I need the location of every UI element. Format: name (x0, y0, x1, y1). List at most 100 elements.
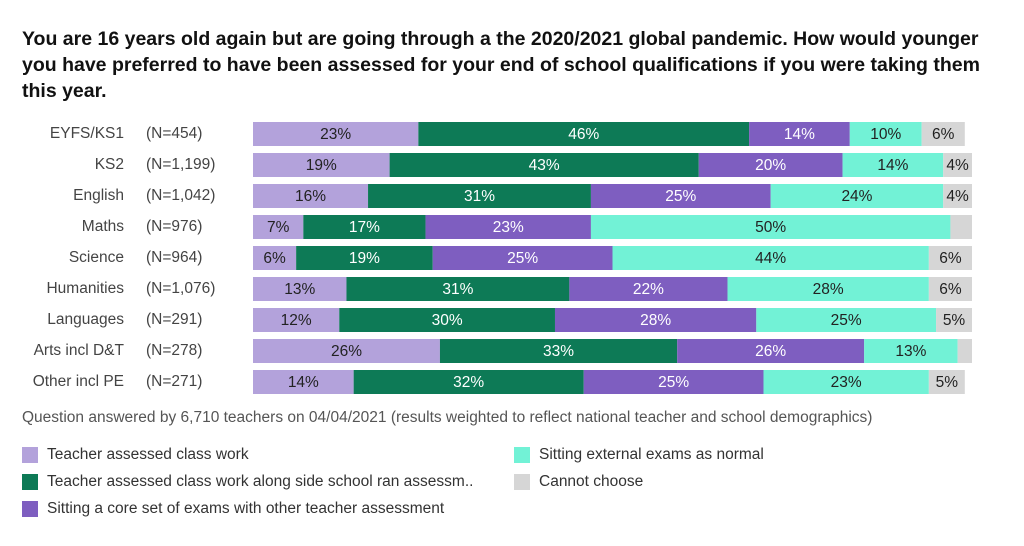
bar-segment (763, 370, 929, 394)
value-label: 10% (870, 126, 901, 143)
bar-segment (612, 246, 929, 270)
bar-segment (590, 184, 771, 208)
footnote: Question answered by 6,710 teachers on 0… (22, 409, 872, 426)
value-label: 50% (755, 219, 786, 236)
legend-label: Teacher assessed class work (47, 446, 249, 463)
bar-segment (943, 184, 972, 208)
value-label: 12% (281, 312, 312, 329)
value-label: 13% (284, 281, 315, 298)
bar-segment (928, 277, 972, 301)
category-label: Science (69, 249, 124, 266)
n-label: (N=964) (146, 249, 202, 266)
value-label: 7% (267, 219, 290, 236)
bar-segment (569, 277, 728, 301)
value-label: 26% (755, 343, 786, 360)
n-label: (N=278) (146, 342, 202, 359)
bar-segment (346, 277, 570, 301)
bar-segment (418, 122, 750, 146)
category-label: Arts incl D&T (34, 342, 125, 359)
bar-segment (727, 277, 929, 301)
value-label: 44% (755, 250, 786, 267)
bar-segment (253, 122, 419, 146)
value-label: 14% (784, 126, 815, 143)
value-label: 6% (939, 250, 962, 267)
bar-segment (432, 246, 613, 270)
value-label: 17% (349, 219, 380, 236)
n-label: (N=1,199) (146, 156, 215, 173)
value-label: 14% (877, 157, 908, 174)
value-label: 25% (658, 374, 689, 391)
bar-segment (253, 339, 440, 363)
legend-swatch (22, 474, 38, 490)
value-label: 23% (493, 219, 524, 236)
bar-segment (368, 184, 591, 208)
bar-segment (253, 153, 390, 177)
value-label: 4% (946, 188, 969, 205)
legend-label: Sitting external exams as normal (539, 446, 764, 463)
bar-segment (339, 308, 555, 332)
bar-segment (253, 277, 347, 301)
category-label: KS2 (95, 156, 124, 173)
n-label: (N=976) (146, 218, 202, 235)
bar-segment (590, 215, 951, 239)
value-label: 28% (640, 312, 671, 329)
value-label: 25% (507, 250, 538, 267)
value-label: 25% (665, 188, 696, 205)
value-label: 19% (349, 250, 380, 267)
bar-segment (389, 153, 699, 177)
value-label: 23% (320, 126, 351, 143)
value-label: 14% (288, 374, 319, 391)
bar-segment (253, 308, 340, 332)
bar-segment (253, 215, 304, 239)
value-label: 28% (813, 281, 844, 298)
n-label: (N=1,076) (146, 280, 215, 297)
value-label: 6% (939, 281, 962, 298)
legend-label: Teacher assessed class work along side s… (47, 473, 473, 490)
legend-label: Sitting a core set of exams with other t… (47, 500, 445, 517)
bar-segment (353, 370, 584, 394)
bar-segment (849, 122, 922, 146)
legend-swatch (514, 447, 530, 463)
category-label: English (73, 187, 124, 204)
bar-segment (749, 122, 850, 146)
category-label: Humanities (46, 280, 124, 297)
chart-title: You are 16 years old again but are going… (22, 28, 980, 102)
n-label: (N=291) (146, 311, 202, 328)
category-label: Other incl PE (33, 373, 124, 390)
bar-segment (842, 153, 944, 177)
bar-segment (439, 339, 678, 363)
bar-segment (756, 308, 937, 332)
legend-swatch (22, 501, 38, 517)
value-label: 43% (529, 157, 560, 174)
value-label: 19% (306, 157, 337, 174)
bar-segment (303, 215, 426, 239)
bar-segment (253, 246, 297, 270)
category-label: EYFS/KS1 (50, 125, 124, 142)
value-label: 30% (432, 312, 463, 329)
value-label: 31% (464, 188, 495, 205)
value-label: 31% (442, 281, 473, 298)
bar-segment (928, 370, 965, 394)
value-label: 23% (831, 374, 862, 391)
category-label: Languages (47, 311, 124, 328)
value-label: 33% (543, 343, 574, 360)
legend-label: Cannot choose (539, 473, 643, 490)
value-label: 6% (263, 250, 286, 267)
bar-segment (864, 339, 958, 363)
n-label: (N=1,042) (146, 187, 215, 204)
bar-segment (698, 153, 843, 177)
bar-segment (554, 308, 757, 332)
bar-segment (253, 184, 369, 208)
n-label: (N=271) (146, 373, 202, 390)
legend-swatch (514, 474, 530, 490)
legend-swatch (22, 447, 38, 463)
value-label: 13% (895, 343, 926, 360)
bar-segment (921, 122, 965, 146)
bar-segment (425, 215, 591, 239)
n-label: (N=454) (146, 125, 202, 142)
bar-segment (936, 308, 972, 332)
value-label: 25% (831, 312, 862, 329)
bar-segment (253, 370, 354, 394)
